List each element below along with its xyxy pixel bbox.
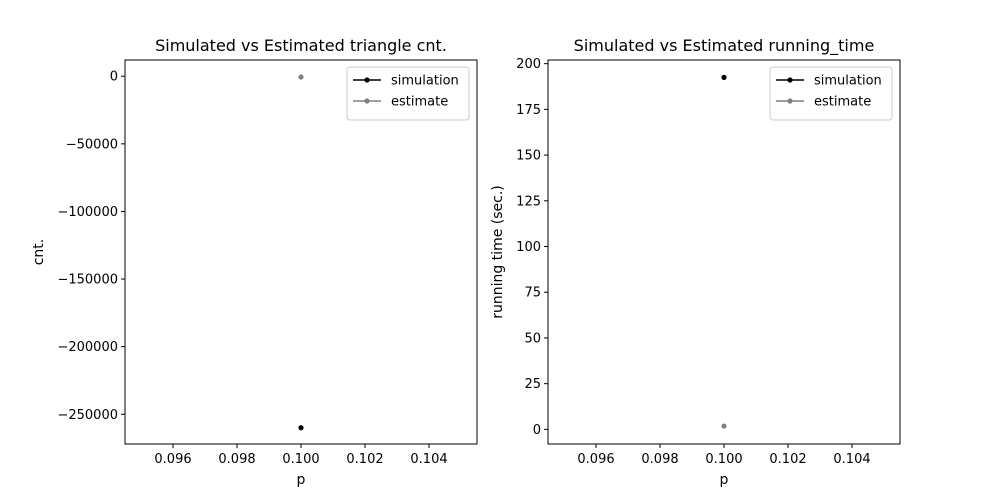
chart-2-y-tick-label: 0 [533,423,541,438]
chart-1-y-tick-label: 0 [110,70,118,85]
chart-2-title: Simulated vs Estimated running_time [574,36,875,56]
chart-1-legend: simulation estimate [346,66,470,121]
chart-1-y-tick-label: −150000 [57,273,118,288]
chart-1-legend-label-simulation: simulation [391,74,459,89]
chart-2-x-axis-label: p [720,472,729,488]
chart-1-legend-marker-simulation [364,77,370,83]
chart-2-x-tick-label: 0.098 [641,452,678,467]
chart-1-estimate-point [298,74,304,80]
charts-layer: Simulated vs Estimated triangle cnt. 0.09… [31,36,901,488]
chart-2-estimate-point [721,423,727,429]
chart-1-legend-label-estimate: estimate [391,95,448,110]
chart-2-y-axis-label: running time (sec.) [490,185,506,319]
chart-1-simulation-point [298,425,304,431]
chart-2-simulation-point [721,74,727,80]
chart-2-legend-marker-simulation [787,77,793,83]
chart-2-y-tick-label: 100 [516,240,541,255]
chart-1-x-axis-label: p [297,472,306,488]
chart-1-y-tick-label: −200000 [57,340,118,355]
chart-2-y-tick-label: 75 [524,286,541,301]
chart-1-y-axis-label: cnt. [31,239,47,266]
chart-2: Simulated vs Estimated running_time 0.096… [490,36,901,488]
chart-2-y-tick-label: 175 [516,103,541,118]
chart-1-x-tick-label: 0.102 [346,452,383,467]
chart-1-x-tick-label: 0.098 [218,452,255,467]
chart-1-legend-marker-estimate [364,98,370,104]
chart-2-x-tick-label: 0.104 [833,452,870,467]
chart-1-x-tick-label: 0.100 [282,452,319,467]
chart-1-title: Simulated vs Estimated triangle cnt. [155,36,447,55]
chart-2-legend-marker-estimate [787,98,793,104]
chart-1: Simulated vs Estimated triangle cnt. 0.09… [31,36,478,488]
chart-1-x-tick-label: 0.096 [154,452,191,467]
chart-2-x-tick-label: 0.102 [769,452,806,467]
chart-2-x-tick-label: 0.100 [705,452,742,467]
chart-2-legend-label-estimate: estimate [814,95,871,110]
chart-1-y-tick-label: −250000 [57,408,118,423]
chart-2-y-tick-label: 200 [516,57,541,72]
chart-2-y-tick-label: 125 [516,194,541,209]
chart-2-y-tick-label: 25 [524,377,541,392]
chart-2-legend-label-simulation: simulation [814,74,882,89]
chart-2-x-tick-label: 0.096 [577,452,614,467]
chart-1-y-tick-label: −100000 [57,205,118,220]
chart-1-y-tick-label: −50000 [66,137,118,152]
chart-2-y-tick-label: 50 [524,331,541,346]
chart-2-y-tick-label: 150 [516,149,541,164]
chart-1-x-tick-label: 0.104 [410,452,447,467]
chart-2-legend: simulation estimate [769,66,893,121]
